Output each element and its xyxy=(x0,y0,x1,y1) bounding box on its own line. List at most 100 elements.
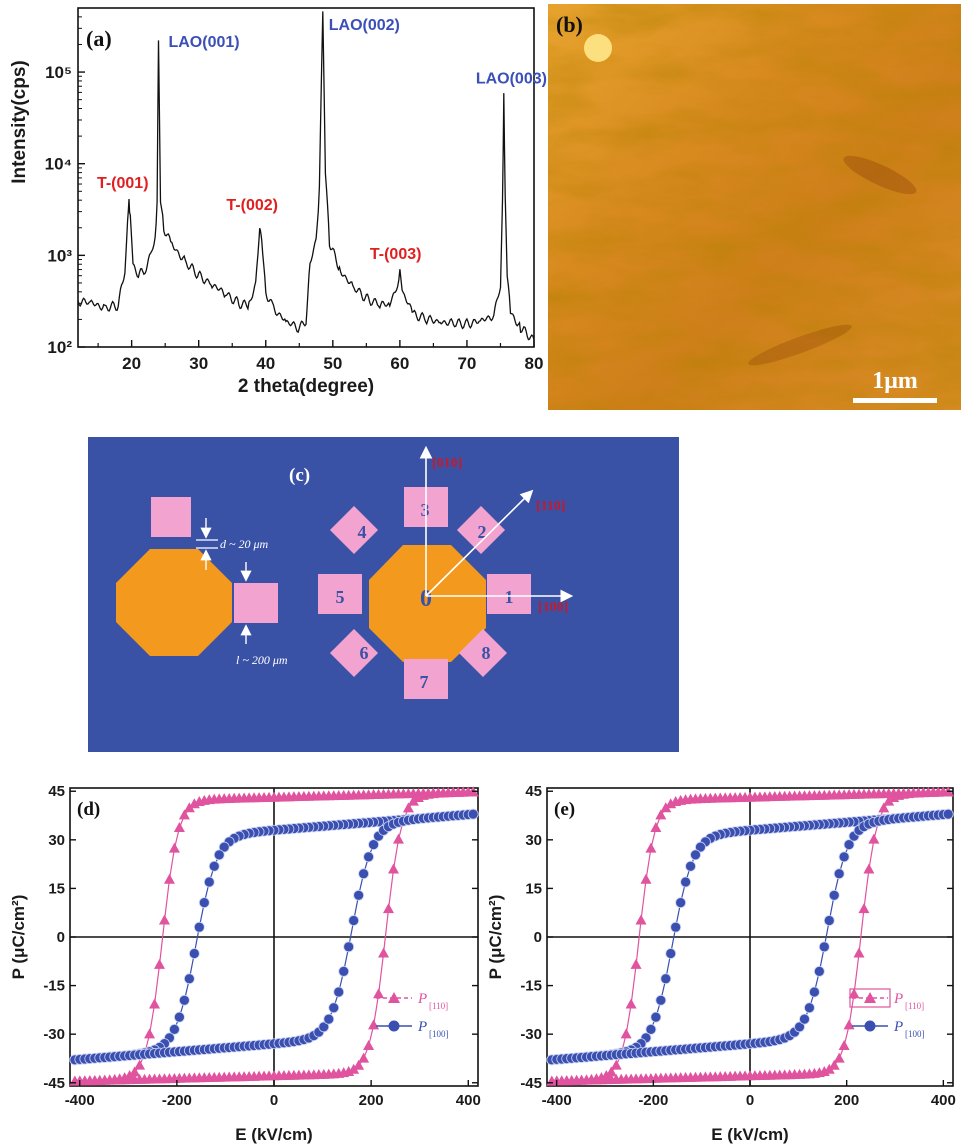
p110-marker xyxy=(383,903,395,914)
p100-marker xyxy=(804,1002,815,1014)
p110-marker xyxy=(358,1052,370,1063)
x-tick-label: -200 xyxy=(162,1092,192,1109)
p100-marker xyxy=(188,948,200,959)
p100-marker xyxy=(169,1024,180,1035)
p110-marker xyxy=(828,1059,840,1070)
p110-marker xyxy=(149,998,161,1009)
p110-marker xyxy=(188,798,200,809)
p100-marker xyxy=(655,994,667,1006)
y-tick-label: -45 xyxy=(43,1075,65,1092)
p100-marker xyxy=(799,1013,810,1025)
x-tick-label: 200 xyxy=(834,1092,859,1109)
pad-5 xyxy=(318,574,362,614)
panel-e-tag: (e) xyxy=(554,799,575,820)
dir-label-100: [100] xyxy=(538,600,568,615)
p100-marker xyxy=(838,851,850,863)
p110-marker xyxy=(630,958,642,969)
p100-marker xyxy=(218,841,230,853)
pad-7 xyxy=(404,659,448,699)
y-tick-label: -15 xyxy=(43,978,65,995)
p110-marker xyxy=(402,802,414,813)
p110-marker xyxy=(144,1028,156,1039)
p110-marker xyxy=(843,1019,855,1030)
p100-marker xyxy=(178,994,190,1006)
p110-marker xyxy=(610,1059,622,1070)
left-top-pad xyxy=(151,497,191,537)
p110-marker xyxy=(153,958,165,969)
y-tick-label: 45 xyxy=(48,783,65,800)
p110-marker xyxy=(368,1019,380,1030)
p100-marker xyxy=(675,897,687,909)
pad-label-6: 6 xyxy=(360,643,369,663)
xrd-x-tick-label: 30 xyxy=(189,354,208,373)
y-tick-label: 30 xyxy=(525,832,542,849)
p100-marker xyxy=(363,851,374,863)
p110-marker xyxy=(838,1040,850,1051)
legend-marker-triangle xyxy=(864,992,876,1003)
y-tick-label: 30 xyxy=(48,832,65,849)
p100-marker xyxy=(368,839,379,850)
p100-marker xyxy=(695,841,706,853)
p100-marker xyxy=(828,889,840,901)
p110-marker xyxy=(363,1040,375,1051)
legend-subscript: [110] xyxy=(429,1001,448,1011)
legend-subscript: [110] xyxy=(905,1001,924,1011)
legend-marker-circle xyxy=(388,1020,400,1032)
plot-e-x-axis-label: E (kV/cm) xyxy=(711,1125,788,1144)
plot-d-y-ticks: 45 30 15 0 -15 -30 -45 xyxy=(43,783,478,1092)
xrd-peak-label: T-(003) xyxy=(370,246,422,263)
p110-marker xyxy=(655,809,667,820)
xrd-x-tick-label: 50 xyxy=(323,354,342,373)
p100-marker xyxy=(690,849,701,861)
xrd-y-tick-label: 10⁴ xyxy=(45,155,72,174)
y-tick-label: 0 xyxy=(57,929,65,946)
p100-marker xyxy=(343,941,355,953)
plot-d-legend: P [110]P [100] xyxy=(376,991,449,1039)
p110-marker xyxy=(645,842,657,853)
plot-d-x-axis-label: E (kV/cm) xyxy=(235,1125,312,1144)
afm-texture xyxy=(548,4,961,410)
p110-marker xyxy=(387,863,399,874)
y-tick-label: 45 xyxy=(525,783,542,800)
p110-marker xyxy=(407,795,419,806)
pad-8 xyxy=(458,628,508,678)
xrd-y-tick-label: 10⁵ xyxy=(45,63,72,82)
x-tick-label: 0 xyxy=(270,1092,278,1109)
xrd-peak-labels: T-(001) LAO(001) T-(002) LAO(002) T-(003) LAO… xyxy=(97,17,547,263)
y-tick-label: -30 xyxy=(520,1026,542,1043)
p110-marker xyxy=(158,914,170,925)
p110-marker xyxy=(868,833,880,844)
p110-marker xyxy=(353,1059,365,1070)
plot-e-legend: P [110]P [100] xyxy=(849,988,925,1039)
p100-marker xyxy=(645,1024,657,1035)
p110-marker xyxy=(178,809,190,820)
p100-marker xyxy=(665,948,677,959)
p110-marker xyxy=(833,1052,845,1063)
xrd-peak-label: LAO(003) xyxy=(476,71,547,88)
xrd-y-ticks: 10² 10³ 10⁴ 10⁵ xyxy=(45,7,85,357)
xrd-x-tick-label: 40 xyxy=(256,354,275,373)
p100-marker xyxy=(660,973,672,985)
legend-label: P xyxy=(417,1019,427,1035)
electrode-schematic-panel: (c) d ~ 20 μm l ~ 200 μm 0 1 2 3 4 5 6 7… xyxy=(88,437,679,752)
afm-bright-spot xyxy=(584,34,612,62)
p100-marker xyxy=(823,915,835,926)
p100-marker xyxy=(680,876,691,888)
xrd-peak-label: T-(002) xyxy=(226,197,278,214)
pad-label-4: 4 xyxy=(358,522,367,542)
dir-label-110: [110] xyxy=(536,499,566,514)
legend-label: P xyxy=(893,1019,903,1035)
panel-b-tag: (b) xyxy=(556,12,583,37)
p100-marker xyxy=(353,889,365,901)
xrd-x-tick-label: 70 xyxy=(457,354,476,373)
pad-1 xyxy=(487,574,531,614)
p100-marker xyxy=(208,860,220,872)
afm-panel: (b) 1μm xyxy=(548,4,961,410)
plot-d-y-axis-label: P (μC/cm²) xyxy=(9,895,28,980)
p110-marker xyxy=(183,802,195,813)
legend-label: P xyxy=(417,991,427,1007)
p110-marker xyxy=(848,988,860,999)
p110-marker xyxy=(348,1063,360,1074)
x-tick-label: -400 xyxy=(65,1092,95,1109)
plot-e-zero-lines xyxy=(547,788,953,1086)
